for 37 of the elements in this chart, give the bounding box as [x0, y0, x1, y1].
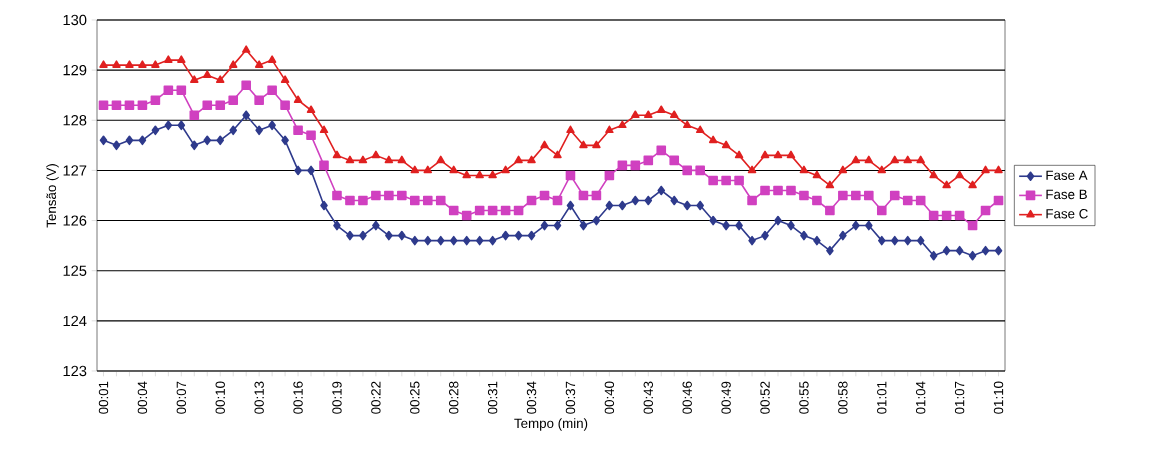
- x-tick-label: 00:40: [604, 381, 615, 414]
- x-tick-label: 00:34: [526, 381, 537, 414]
- y-tick-label: 123: [63, 365, 87, 377]
- y-axis-title: Tensão (V): [46, 164, 59, 228]
- legend-label: Fase C: [1046, 209, 1088, 219]
- x-tick-label: 00:31: [487, 381, 498, 414]
- legend-label: Fase A: [1046, 170, 1088, 180]
- x-axis-title: Tempo (min): [514, 418, 588, 431]
- x-tick-label: 01:10: [993, 381, 1004, 414]
- x-tick-label: 00:13: [254, 381, 264, 414]
- x-tick-label: 00:58: [838, 381, 848, 414]
- x-tick-label: 00:55: [799, 381, 809, 414]
- x-tick-label: 00:28: [449, 381, 459, 414]
- x-tick-label: 00:37: [565, 381, 576, 414]
- y-tick-label: 126: [63, 215, 87, 226]
- x-tick-label: 00:43: [643, 381, 654, 414]
- y-tick-label: 124: [63, 315, 87, 326]
- x-tick-label: 01:07: [954, 381, 965, 414]
- y-tick-label: 130: [63, 14, 87, 26]
- x-tick-label: 00:25: [410, 381, 420, 414]
- y-tick-label: 127: [63, 165, 87, 176]
- x-tick-label: 00:04: [137, 381, 148, 414]
- y-tick-label: 129: [63, 64, 87, 76]
- x-tick-label: 01:04: [915, 381, 926, 414]
- x-tick-label: 01:01: [877, 381, 887, 414]
- x-tick-label: 00:46: [682, 381, 692, 414]
- x-tick-label: 00:52: [760, 381, 770, 414]
- legend-label: Fase B: [1046, 189, 1087, 200]
- x-tick-label: 00:07: [176, 381, 187, 414]
- y-tick-label: 128: [63, 115, 87, 126]
- x-tick-label: 00:22: [371, 381, 381, 414]
- x-tick-label: 00:19: [332, 381, 342, 414]
- x-tick-label: 00:49: [721, 381, 731, 414]
- x-tick-label: 00:10: [215, 381, 225, 414]
- x-tick-label: 00:16: [293, 381, 303, 414]
- x-tick-label: 00:01: [98, 381, 109, 414]
- y-tick-label: 125: [63, 265, 87, 276]
